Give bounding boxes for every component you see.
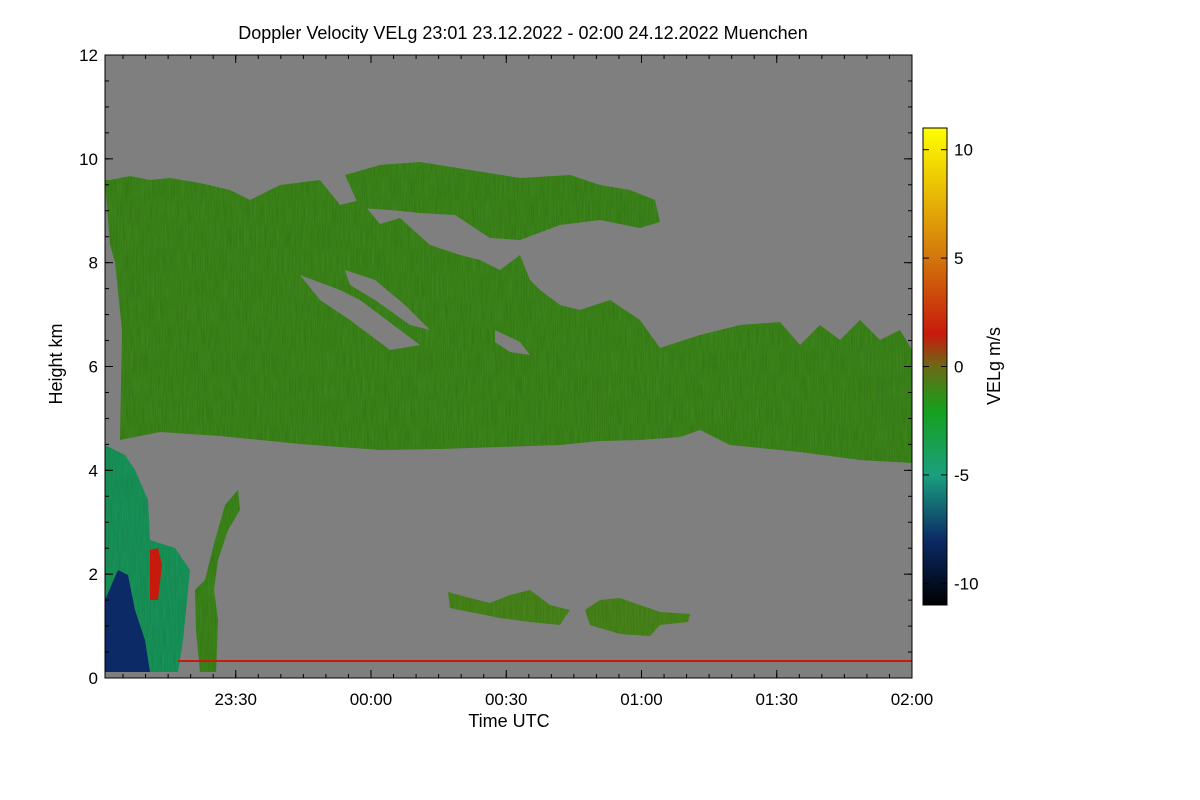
region-mid-patch-2 <box>585 598 690 636</box>
x-axis-label: Time UTC <box>468 711 549 731</box>
colorbar-tick-label: -10 <box>954 574 979 593</box>
region-cirrus-layer <box>105 176 912 463</box>
region-near-surface-strong <box>105 570 150 672</box>
colorbar-tick-label: -5 <box>954 466 969 485</box>
x-tick-label: 00:00 <box>350 690 393 709</box>
region-cirrus-upper-cells <box>345 162 660 240</box>
y-axis-label: Height km <box>46 323 66 404</box>
y-tick-label: 12 <box>79 46 98 65</box>
x-tick-label: 01:00 <box>620 690 663 709</box>
region-ground-clutter-line <box>178 660 912 662</box>
y-axis: 0 2 4 6 8 10 12 <box>79 46 912 688</box>
y-tick-label: 0 <box>89 669 98 688</box>
y-tick-label: 6 <box>89 358 98 377</box>
cloud-gap-3 <box>345 270 430 330</box>
region-mid-patch-1 <box>448 590 570 625</box>
velocity-heatmap <box>105 162 912 672</box>
y-tick-label: 2 <box>89 565 98 584</box>
y-tick-label: 4 <box>89 461 98 480</box>
cloud-gap-2 <box>495 330 530 355</box>
x-tick-label: 00:30 <box>485 690 528 709</box>
x-axis: 23:30 00:00 00:30 01:00 01:30 02:00 <box>122 55 934 709</box>
cloud-gap-1 <box>300 275 420 350</box>
x-tick-label: 02:00 <box>891 690 934 709</box>
x-tick-label: 01:30 <box>755 690 798 709</box>
region-red-streak <box>150 548 162 600</box>
y-tick-label: 8 <box>89 254 98 273</box>
colorbar-axis: 10 5 0 -5 -10 <box>923 141 979 593</box>
y-tick-label: 10 <box>79 150 98 169</box>
colorbar-tick-label: 0 <box>954 358 963 377</box>
colorbar-tick-label: 10 <box>954 141 973 160</box>
chart-title: Doppler Velocity VELg 23:01 23.12.2022 -… <box>238 23 807 43</box>
x-tick-label: 23:30 <box>214 690 257 709</box>
colorbar-label: VELg m/s <box>984 327 1004 405</box>
colorbar-tick-label: 5 <box>954 249 963 268</box>
region-fall-streak-2 <box>195 490 240 672</box>
